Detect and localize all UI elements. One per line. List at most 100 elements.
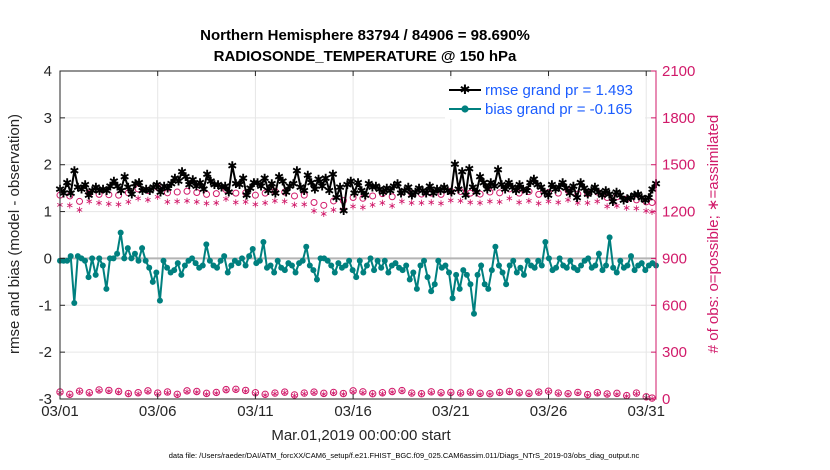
obs-assimilated-marker: ∗ (466, 197, 474, 208)
rmse-point: ✱ (321, 171, 331, 185)
rmse-point: ✱ (123, 181, 133, 195)
axes-layer: 03/01 03/06 03/11 03/16 03/21 03/26 03/31 -3 -2 -… (39, 63, 696, 420)
rmse-point: ✱ (163, 182, 173, 196)
bias-point (189, 255, 196, 262)
bias-point (260, 239, 267, 246)
obs-possible-marker (261, 189, 269, 197)
obs-low-possible-marker (603, 390, 611, 398)
obs-low-possible-marker (613, 389, 621, 398)
rmse-point: ✱ (594, 185, 604, 199)
obs-assimilated-marker: ∗ (495, 197, 503, 208)
rmse-point: ✱ (292, 164, 302, 178)
obs-assimilated-marker: ∗ (622, 203, 630, 214)
obs-low-assimilated-marker: ∗ (467, 389, 475, 399)
obs-assimilated-marker: ∗ (437, 199, 445, 210)
bias-point (103, 285, 110, 292)
bias-point (92, 271, 99, 278)
y-tick-label: -3 (39, 391, 52, 408)
rmse-point: ✱ (565, 186, 575, 200)
obs-low-assimilated-marker: ∗ (340, 390, 348, 400)
rmse-point: ✱ (522, 184, 532, 198)
rmse-point: ✱ (364, 177, 374, 191)
rmse-point: ✱ (554, 181, 564, 195)
obs-assimilated-marker: ∗ (417, 198, 425, 209)
obs-assimilated-marker: ∗ (593, 196, 601, 207)
obs-low-assimilated-marker: ∗ (428, 388, 436, 398)
bias-line (60, 232, 657, 314)
rmse-point: ✱ (475, 170, 485, 184)
bias-point (463, 271, 470, 278)
obs-low-assimilated-marker: ∗ (398, 387, 406, 397)
obs-low-assimilated-marker: ∗ (261, 391, 269, 401)
obs-assimilated-marker: ∗ (378, 198, 386, 209)
bias-point (520, 271, 527, 278)
obs-assimilated-marker: ∗ (329, 205, 337, 216)
rmse-point: ✱ (173, 175, 183, 189)
obs-low-possible-marker (85, 389, 94, 397)
y2-tick-label: 0 (662, 391, 670, 408)
obs-possible-marker (105, 191, 113, 199)
obs-low-assimilated-marker: ∗ (648, 395, 656, 405)
obs-low-assimilated-marker: ∗ (300, 390, 308, 400)
rmse-point: ✱ (579, 182, 589, 196)
bias-point (324, 257, 331, 264)
obs-low-assimilated-marker: ∗ (603, 391, 611, 401)
rmse-point: ✱ (252, 176, 262, 190)
rmse-point: ✱ (296, 181, 306, 195)
rmse-point: ✱ (231, 177, 241, 191)
obs-assimilated-marker: ∗ (476, 198, 484, 209)
obs-assimilated-marker: ∗ (271, 196, 279, 207)
rmse-point: ✱ (166, 177, 176, 191)
obs-assimilated-marker: ∗ (456, 196, 464, 207)
obs-possible-marker (476, 190, 484, 198)
rmse-point: ✱ (396, 186, 406, 200)
obs-low-assimilated-marker: ∗ (486, 390, 494, 400)
obs-low-possible-marker (456, 389, 465, 397)
obs-low-possible-marker (271, 389, 279, 397)
bias-point (67, 253, 74, 260)
y-tick-label: 3 (44, 110, 52, 127)
rmse-point: ✱ (213, 178, 223, 192)
rmse-point: ✱ (310, 183, 320, 197)
bias-point (535, 257, 542, 264)
rmse-point: ✱ (285, 179, 295, 193)
bias-point (156, 297, 163, 304)
rmse-point: ✱ (317, 179, 327, 193)
obs-low-possible-marker (564, 389, 572, 398)
rmse-point: ✱ (464, 162, 474, 176)
obs-assimilated-marker: ∗ (505, 194, 513, 205)
series-layer: ✱✱✱✱✱✱✱✱✱✱✱✱✱✱✱✱✱✱✱✱✱✱✱✱✱✱✱✱✱✱✱✱✱✱✱✱✱✱✱✱… (55, 157, 661, 317)
bias-point (271, 269, 278, 276)
obs-low-possible-marker (183, 387, 191, 395)
obs-low-assimilated-marker: ∗ (418, 390, 426, 400)
bias-point (381, 257, 388, 264)
bias-point (96, 255, 103, 262)
obs-low-assimilated-marker: ∗ (310, 389, 318, 399)
obs-low-assimilated-marker: ∗ (86, 389, 94, 399)
rmse-point: ✱ (640, 193, 650, 207)
bias-point (178, 271, 185, 278)
obs-low-assimilated-marker: ∗ (242, 387, 250, 397)
obs-low-assimilated-marker: ∗ (76, 388, 84, 398)
bias-point (235, 260, 242, 267)
y2-axis-label: # of obs: o=possible; ∗=assimilated (705, 115, 722, 354)
x-tick-label: 03/06 (139, 403, 177, 420)
legend-rmse-label: rmse grand pr = 1.493 (485, 82, 633, 99)
rmse-point: ✱ (507, 181, 517, 195)
obs-low-possible-marker (95, 386, 103, 394)
rmse-point: ✱ (202, 168, 212, 182)
obs-low-possible-marker (368, 389, 377, 398)
rmse-point: ✱ (568, 179, 578, 193)
legend-bias-marker (461, 105, 469, 113)
obs-assimilated-marker: ∗ (261, 198, 269, 209)
bias-point (135, 257, 142, 264)
obs-low-possible-marker (466, 388, 475, 396)
obs-assimilated-marker: ∗ (447, 195, 455, 206)
obs-low-possible-marker (417, 389, 426, 398)
rmse-point: ✱ (626, 191, 636, 205)
obs-low-assimilated-marker: ∗ (349, 387, 357, 397)
bias-point (603, 262, 610, 269)
bias-point (249, 246, 256, 253)
obs-low-assimilated-marker: ∗ (379, 389, 387, 399)
